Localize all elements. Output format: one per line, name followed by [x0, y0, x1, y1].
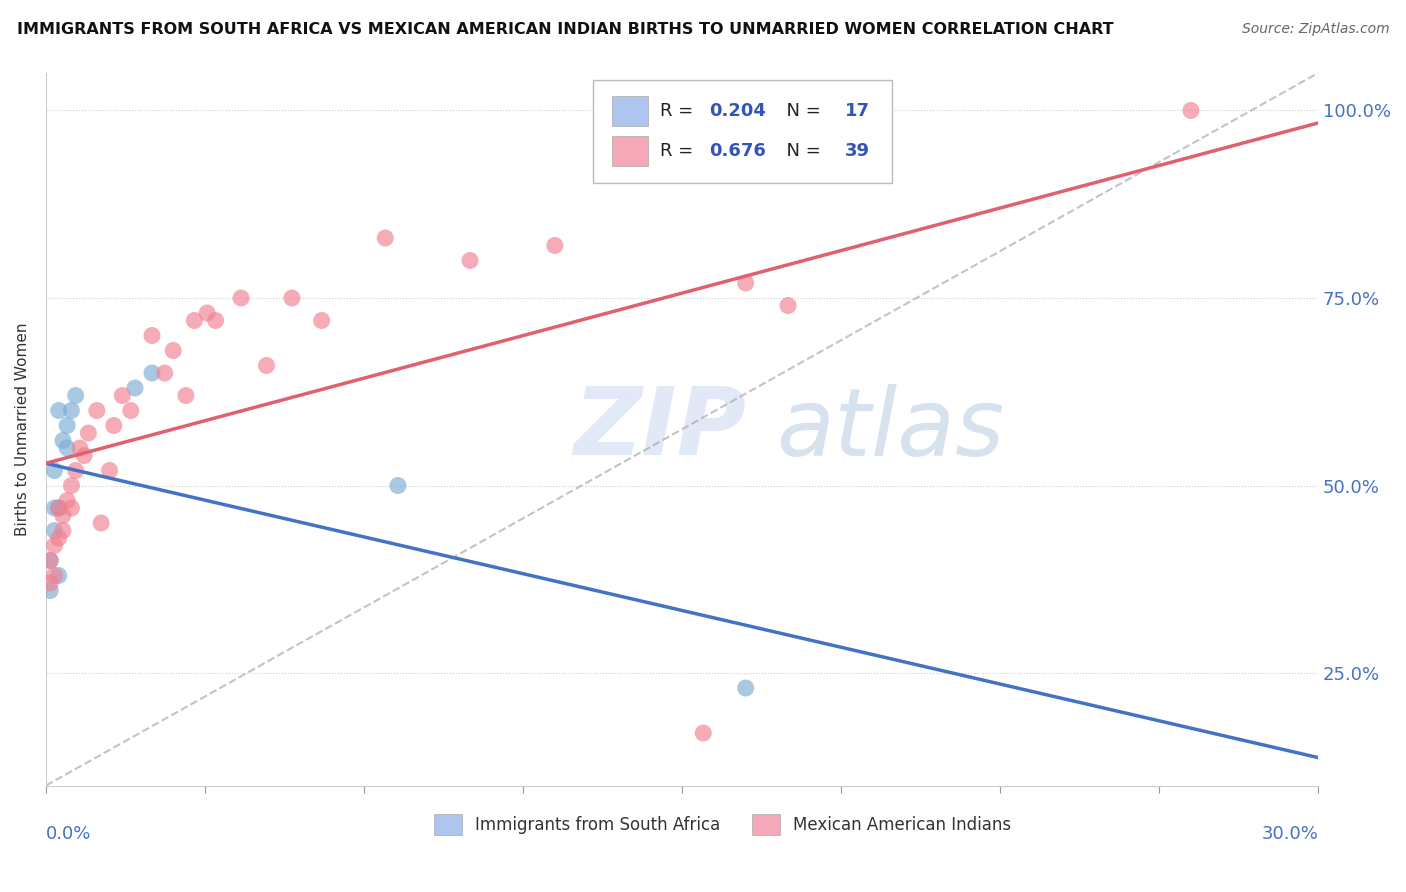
Point — [60, 501, 83, 516]
Text: 17: 17 — [845, 102, 870, 120]
Point — [544, 238, 567, 252]
Point — [86, 403, 108, 417]
Point — [195, 306, 218, 320]
Point — [229, 291, 252, 305]
Text: ZIP: ZIP — [574, 384, 747, 475]
Point — [73, 449, 96, 463]
Point — [174, 388, 197, 402]
Point — [52, 524, 75, 538]
Point — [65, 463, 87, 477]
Point — [387, 478, 409, 492]
Point — [311, 313, 333, 327]
Text: R =: R = — [661, 102, 699, 120]
Bar — [434, 814, 463, 836]
Bar — [752, 814, 780, 836]
Point — [256, 359, 278, 373]
Point — [103, 418, 125, 433]
Point — [39, 553, 62, 567]
Text: Immigrants from South Africa: Immigrants from South Africa — [475, 816, 720, 834]
Point — [48, 568, 70, 582]
Text: 0.676: 0.676 — [709, 143, 766, 161]
Point — [56, 493, 79, 508]
Point — [48, 403, 70, 417]
Y-axis label: Births to Unmarried Women: Births to Unmarried Women — [15, 323, 30, 536]
Point — [374, 231, 396, 245]
Point — [52, 508, 75, 523]
Point — [111, 388, 134, 402]
Point — [69, 441, 91, 455]
Point — [44, 501, 66, 516]
Point — [48, 501, 70, 516]
Text: 39: 39 — [845, 143, 870, 161]
Text: 0.0%: 0.0% — [46, 825, 91, 843]
Text: N =: N = — [775, 102, 827, 120]
Point — [60, 403, 83, 417]
Point — [124, 381, 146, 395]
Text: IMMIGRANTS FROM SOUTH AFRICA VS MEXICAN AMERICAN INDIAN BIRTHS TO UNMARRIED WOME: IMMIGRANTS FROM SOUTH AFRICA VS MEXICAN … — [17, 22, 1114, 37]
Text: 0.204: 0.204 — [709, 102, 766, 120]
FancyBboxPatch shape — [593, 80, 891, 184]
Point — [48, 501, 70, 516]
Point — [734, 276, 756, 290]
Point — [39, 576, 62, 591]
Point — [98, 463, 121, 477]
Text: Mexican American Indians: Mexican American Indians — [793, 816, 1011, 834]
Point — [39, 583, 62, 598]
Point — [141, 366, 163, 380]
Text: Source: ZipAtlas.com: Source: ZipAtlas.com — [1241, 22, 1389, 37]
Point — [1180, 103, 1202, 118]
Point — [44, 539, 66, 553]
Point — [162, 343, 184, 358]
Point — [56, 441, 79, 455]
Point — [65, 388, 87, 402]
Point — [458, 253, 481, 268]
Point — [44, 463, 66, 477]
Text: N =: N = — [775, 143, 827, 161]
Bar — [612, 136, 648, 166]
Text: atlas: atlas — [776, 384, 1004, 475]
Point — [183, 313, 205, 327]
Point — [90, 516, 112, 530]
Point — [39, 553, 62, 567]
Point — [120, 403, 142, 417]
Point — [734, 681, 756, 695]
Point — [56, 418, 79, 433]
Bar — [612, 95, 648, 126]
Point — [141, 328, 163, 343]
Text: 30.0%: 30.0% — [1261, 825, 1319, 843]
Point — [44, 524, 66, 538]
Point — [281, 291, 304, 305]
Point — [48, 531, 70, 545]
Point — [52, 434, 75, 448]
Point — [204, 313, 226, 327]
Point — [44, 568, 66, 582]
Point — [60, 478, 83, 492]
Point — [77, 425, 100, 440]
Point — [778, 298, 800, 312]
Point — [153, 366, 176, 380]
Text: R =: R = — [661, 143, 699, 161]
Point — [692, 726, 714, 740]
